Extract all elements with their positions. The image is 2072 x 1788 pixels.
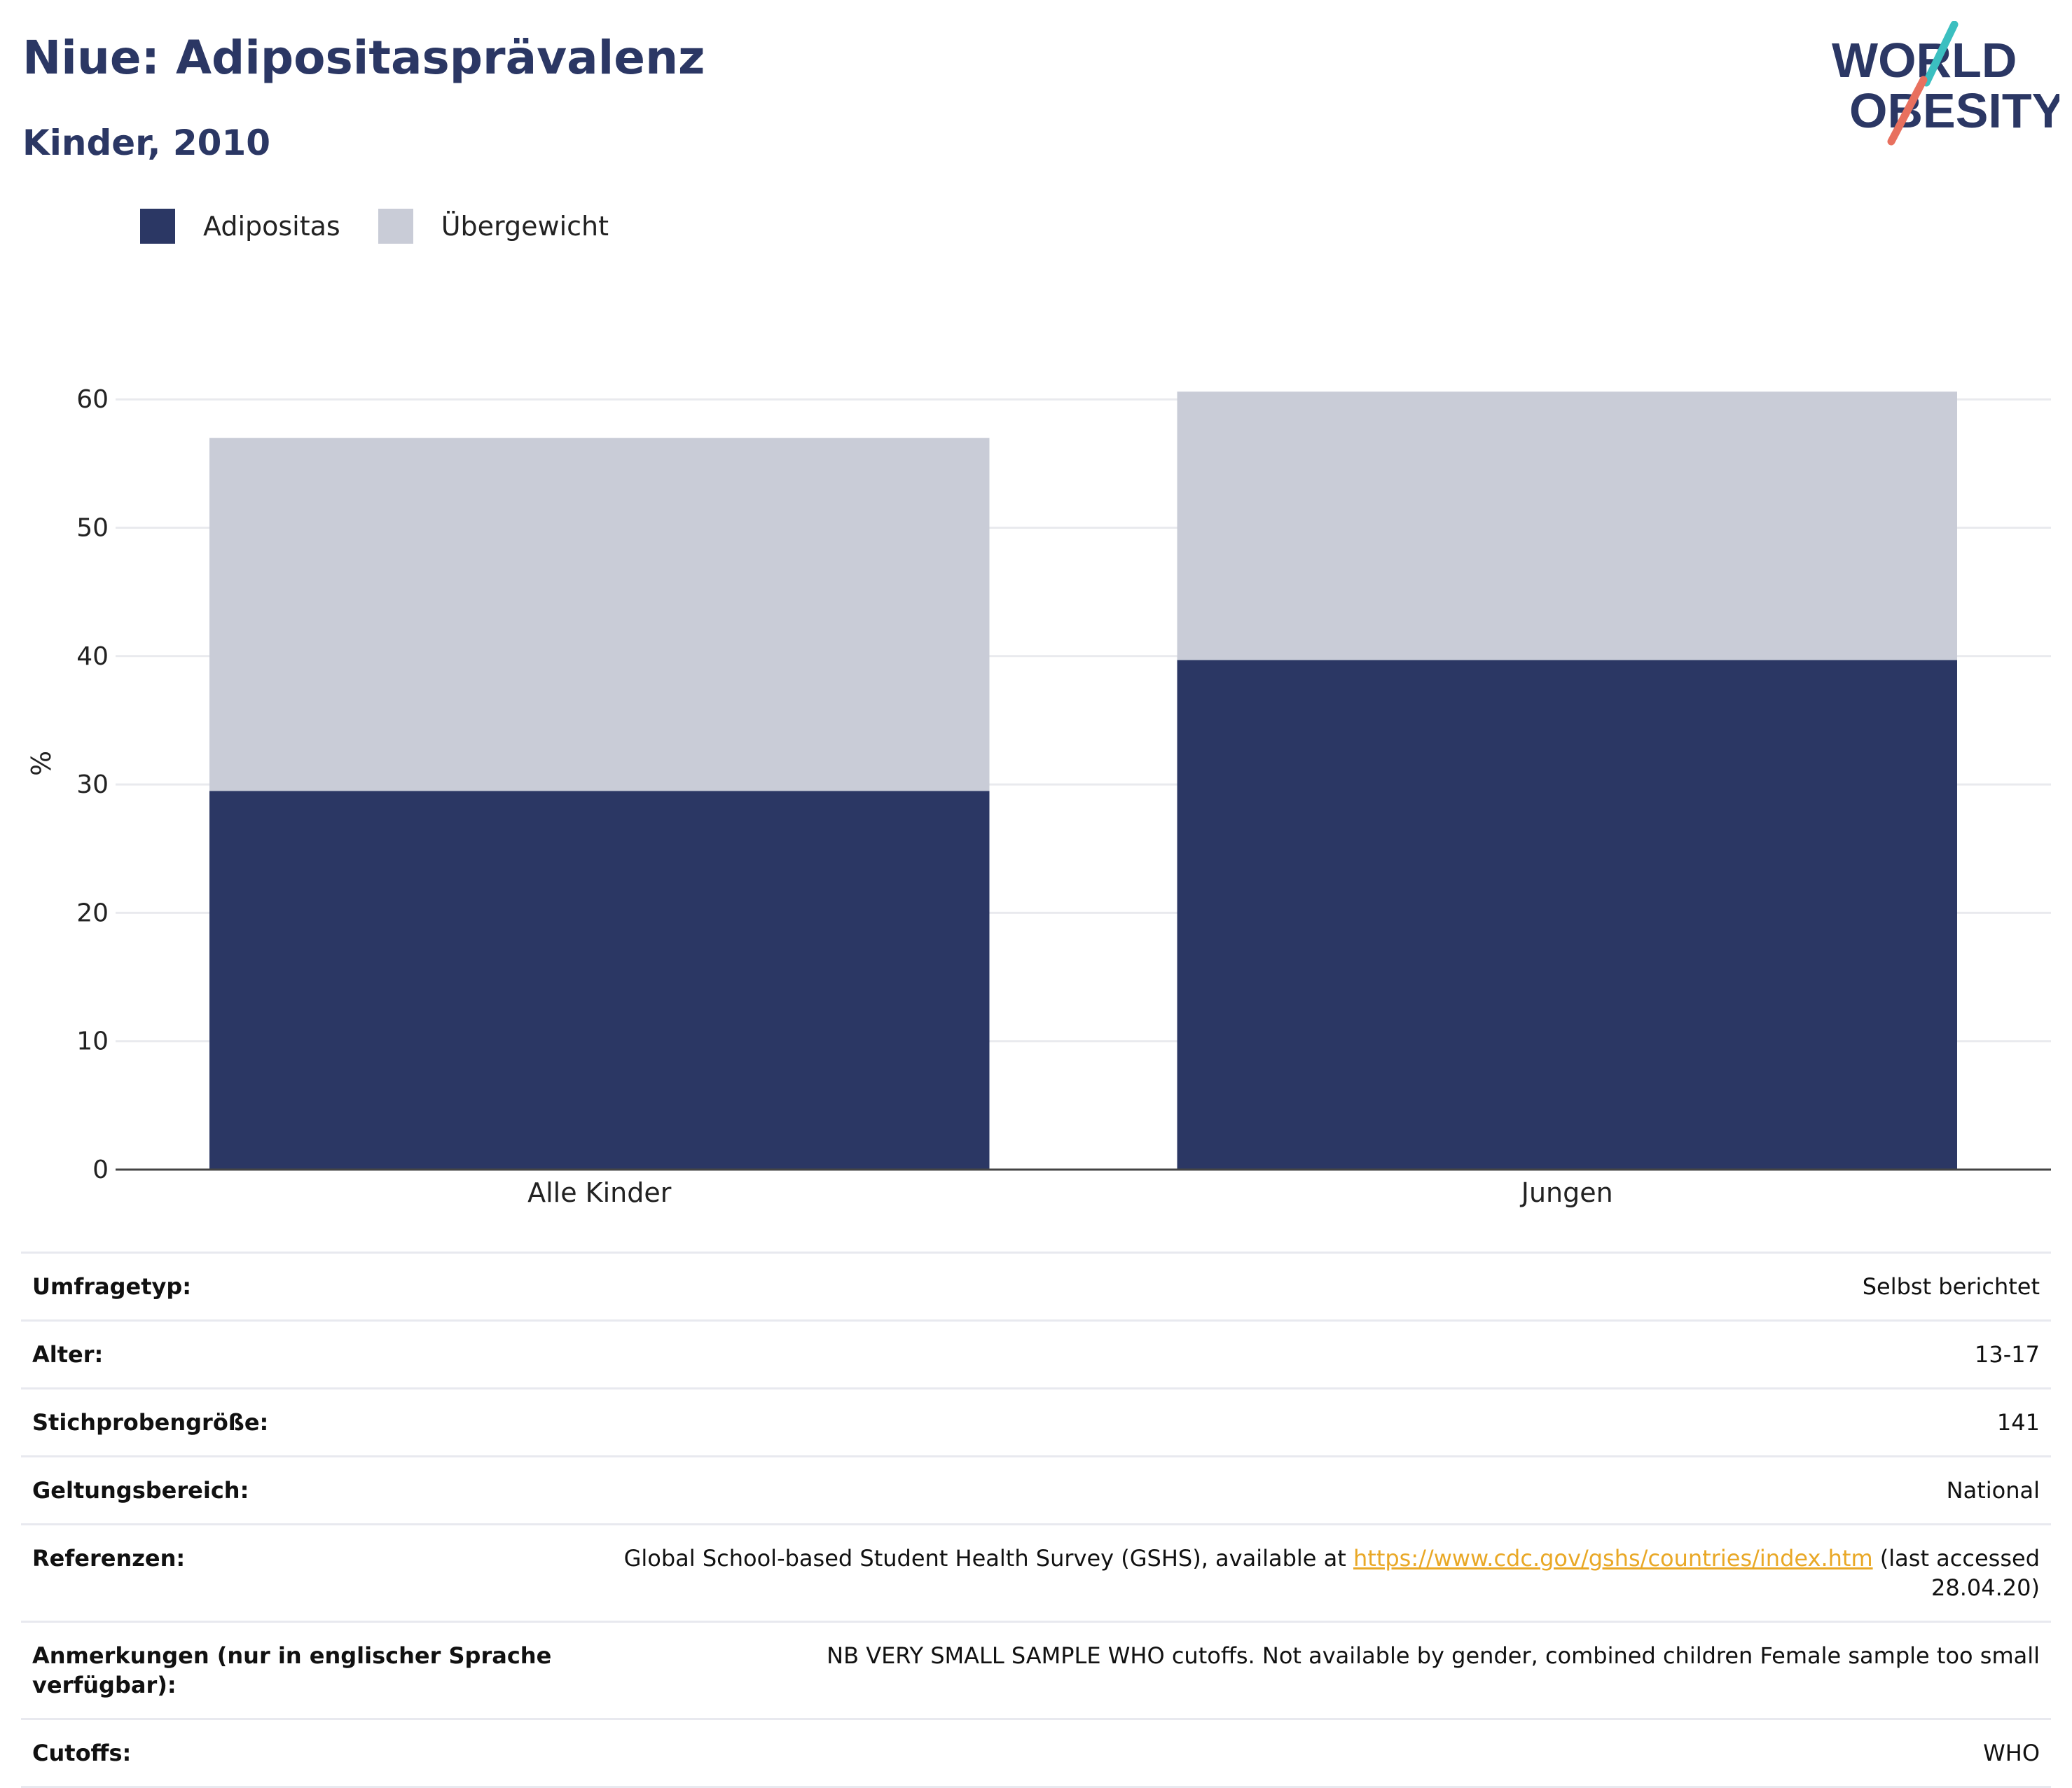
world-obesity-logo: WORLD OBESITY — [1832, 21, 2059, 146]
y-tick-label: 20 — [76, 899, 109, 927]
meta-row-geltungsbereich: Geltungsbereich: National — [21, 1457, 2051, 1525]
logo-slash-teal — [1922, 21, 1959, 87]
bar-chart: 0 10 20 30 40 50 60% Alle Kinder Jungen — [26, 385, 2051, 1208]
reference-text: Global School-based Student Health Surve… — [623, 1545, 1353, 1572]
meta-row-cutoffs: Cutoffs: WHO — [21, 1720, 2051, 1788]
meta-key: Geltungsbereich: — [32, 1477, 249, 1504]
x-tick-label: Alle Kinder — [527, 1177, 672, 1208]
meta-key: Alter: — [32, 1341, 104, 1368]
meta-row-alter: Alter: 13-17 — [21, 1322, 2051, 1389]
bar-adipositas-1 — [1177, 660, 1957, 1170]
legend-item-uebergewicht: Übergewicht — [378, 209, 609, 244]
meta-row-anmerkungen: Anmerkungen (nur in englischer Sprache v… — [21, 1623, 2051, 1720]
y-tick-label: 0 — [92, 1156, 109, 1184]
legend-label-uebergewicht: Übergewicht — [441, 211, 609, 242]
y-tick-label: 10 — [76, 1027, 109, 1056]
meta-value: 141 — [1996, 1409, 2040, 1436]
legend-swatch-adipositas — [140, 209, 175, 244]
page-title: Niue: Adipositasprävalenz — [22, 31, 705, 85]
reference-link[interactable]: https://www.cdc.gov/gshs/countries/index… — [1353, 1545, 1873, 1572]
legend-item-adipositas: Adipositas — [140, 209, 340, 244]
legend-swatch-uebergewicht — [378, 209, 413, 244]
meta-value: National — [1946, 1477, 2040, 1504]
x-tick-label: Jungen — [1520, 1177, 1613, 1208]
y-tick-label: 60 — [76, 385, 109, 414]
bar-uebergewicht-0 — [209, 438, 990, 791]
y-tick-label: 50 — [76, 514, 109, 543]
legend-label-adipositas: Adipositas — [203, 211, 340, 242]
meta-row-umfragetyp: Umfragetyp: Selbst berichtet — [21, 1254, 2051, 1322]
bar-uebergewicht-1 — [1177, 391, 1957, 660]
reference-accessed: (last accessed 28.04.20) — [1872, 1545, 2040, 1601]
meta-row-stichprobengroesse: Stichprobengröße: 141 — [21, 1389, 2051, 1457]
meta-key: Anmerkungen (nur in englischer Sprache v… — [32, 1642, 552, 1698]
logo-slash-coral — [1887, 76, 1928, 146]
logo-text-obesity: OBESITY — [1849, 83, 2059, 138]
meta-value: 13-17 — [1975, 1341, 2040, 1368]
meta-value: Selbst berichtet — [1862, 1273, 2040, 1300]
meta-value: NB VERY SMALL SAMPLE WHO cutoffs. Not av… — [827, 1642, 2040, 1669]
chart-legend: Adipositas Übergewicht — [140, 209, 647, 244]
meta-key: Cutoffs: — [32, 1740, 132, 1766]
meta-value: WHO — [1983, 1740, 2040, 1766]
y-tick-label: 40 — [76, 642, 109, 671]
page-subtitle: Kinder, 2010 — [22, 123, 271, 163]
meta-key: Stichprobengröße: — [32, 1409, 269, 1436]
meta-row-referenzen: Referenzen: Global School-based Student … — [21, 1525, 2051, 1623]
bar-adipositas-0 — [209, 791, 990, 1170]
meta-key: Referenzen: — [32, 1545, 186, 1572]
meta-key: Umfragetyp: — [32, 1273, 192, 1300]
y-axis-label: % — [26, 751, 57, 776]
y-tick-label: 30 — [76, 770, 109, 799]
survey-metadata-table: Umfragetyp: Selbst berichtet Alter: 13-1… — [21, 1252, 2051, 1788]
meta-value: Global School-based Student Health Surve… — [565, 1544, 2040, 1602]
